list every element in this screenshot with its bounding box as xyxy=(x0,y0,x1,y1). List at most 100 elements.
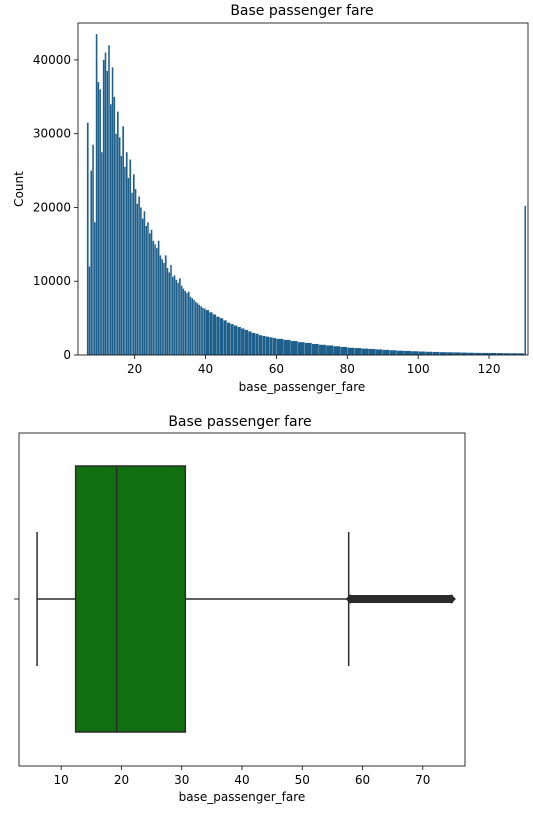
histogram-bar xyxy=(237,326,242,356)
histogram-bar xyxy=(333,346,341,356)
histogram-bar xyxy=(311,343,320,356)
boxplot-x-tick-label: 40 xyxy=(234,773,249,787)
histogram-bar xyxy=(159,255,162,356)
histogram-bar xyxy=(136,203,139,356)
histogram-y-tick-label: 10000 xyxy=(33,274,71,288)
histogram-bar xyxy=(200,306,203,356)
histogram-bar xyxy=(123,166,126,356)
histogram-bar xyxy=(193,299,196,356)
histogram-bar xyxy=(118,137,121,356)
histogram-bar xyxy=(132,174,135,356)
histogram-y-tick-label: 40000 xyxy=(33,53,71,67)
histogram-bar xyxy=(265,336,270,356)
histogram-bar xyxy=(93,222,96,356)
histogram-y-tick-label: 30000 xyxy=(33,127,71,141)
histogram-bar xyxy=(410,351,419,356)
histogram-bar xyxy=(154,244,157,356)
histogram-bar xyxy=(283,339,291,356)
histogram-bar xyxy=(318,344,327,356)
histogram-bar xyxy=(226,322,231,356)
histogram-bar xyxy=(129,159,132,356)
boxplot-marks xyxy=(36,465,456,733)
histogram-bar xyxy=(196,303,199,356)
boxplot-x-tick-label: 10 xyxy=(54,773,69,787)
boxplot-x-tick-label: 50 xyxy=(295,773,310,787)
histogram-bar xyxy=(382,349,390,356)
histogram-bar xyxy=(106,70,109,356)
histogram-bar xyxy=(175,279,178,356)
histogram-bar xyxy=(396,350,405,356)
histogram-bar xyxy=(240,328,245,356)
histogram-bar xyxy=(109,104,112,356)
histogram-bar xyxy=(361,348,369,356)
histogram-title: Base passenger fare xyxy=(230,3,373,19)
boxplot-x-ticks: 10 20 30 40 50 60 70 xyxy=(54,766,430,787)
histogram-bar xyxy=(168,272,171,356)
histogram-x-tick-label: 80 xyxy=(340,362,355,376)
histogram-bar xyxy=(340,346,348,356)
histogram-bar xyxy=(276,338,284,356)
histogram-bar xyxy=(125,152,128,356)
histogram-bar xyxy=(92,144,95,356)
boxplot-x-tick-label: 20 xyxy=(114,773,129,787)
histogram-bar xyxy=(177,282,180,356)
histogram-bar xyxy=(161,259,164,356)
histogram-y-tick-label: 0 xyxy=(63,348,71,362)
histogram-bar xyxy=(138,196,141,356)
histogram-bar xyxy=(255,333,259,356)
histogram-bar xyxy=(347,347,355,356)
histogram-bar xyxy=(166,267,169,356)
histogram-bar xyxy=(216,316,220,356)
histogram-bar xyxy=(152,240,155,356)
histogram-bar xyxy=(86,122,89,356)
histogram-x-axis-label: base_passenger_fare xyxy=(239,380,366,394)
histogram-bar xyxy=(111,67,114,356)
histogram-bar xyxy=(178,278,181,356)
histogram-bar xyxy=(418,351,426,356)
histogram-bar xyxy=(258,335,263,356)
histogram-bar xyxy=(150,229,153,356)
histogram-bar xyxy=(244,329,249,356)
histogram-bar xyxy=(304,342,312,356)
histogram-bar xyxy=(233,325,238,356)
boxplot-x-tick-label: 70 xyxy=(415,773,430,787)
histogram-bar xyxy=(127,177,130,356)
histogram-bar xyxy=(141,218,144,356)
histogram-bar xyxy=(155,247,158,356)
histogram-bar xyxy=(219,318,224,356)
histogram-bar xyxy=(88,266,91,356)
histogram-x-tick-label: 120 xyxy=(478,362,501,376)
histogram-bar xyxy=(203,308,206,356)
histogram-bar xyxy=(205,309,210,356)
histogram-bar xyxy=(262,335,266,356)
histogram-bar xyxy=(230,323,234,356)
histogram-bar xyxy=(164,255,167,356)
histogram-bar xyxy=(100,152,103,356)
histogram-bar xyxy=(354,347,362,356)
histogram-bar xyxy=(432,351,440,356)
histogram-bar xyxy=(290,340,298,356)
histogram-bar xyxy=(122,126,125,356)
boxplot-outliers-band xyxy=(348,595,453,603)
histogram-bar xyxy=(131,192,133,356)
histogram-bar xyxy=(184,290,187,356)
histogram-bar xyxy=(446,352,454,356)
histogram-bar xyxy=(187,291,190,356)
histogram-bar xyxy=(212,314,217,356)
histogram-bar xyxy=(143,211,146,356)
histogram-bar xyxy=(223,320,227,356)
boxplot-title: Base passenger fare xyxy=(168,414,311,430)
boxplot-outlier-marker-last xyxy=(450,594,456,604)
histogram-bar xyxy=(170,264,172,356)
histogram-x-ticks: 20 40 60 80 100 120 xyxy=(127,355,500,376)
histogram-x-tick-label: 60 xyxy=(269,362,284,376)
histogram-bar xyxy=(439,351,447,356)
histogram-bar xyxy=(297,342,305,356)
histogram-bar xyxy=(201,307,204,356)
histogram-chart: Base passenger fare 20 40 60 80 100 120 0 1000… xyxy=(12,3,529,394)
histogram-bar xyxy=(189,296,192,356)
histogram-bar xyxy=(389,350,397,356)
histogram-bar xyxy=(185,292,188,356)
